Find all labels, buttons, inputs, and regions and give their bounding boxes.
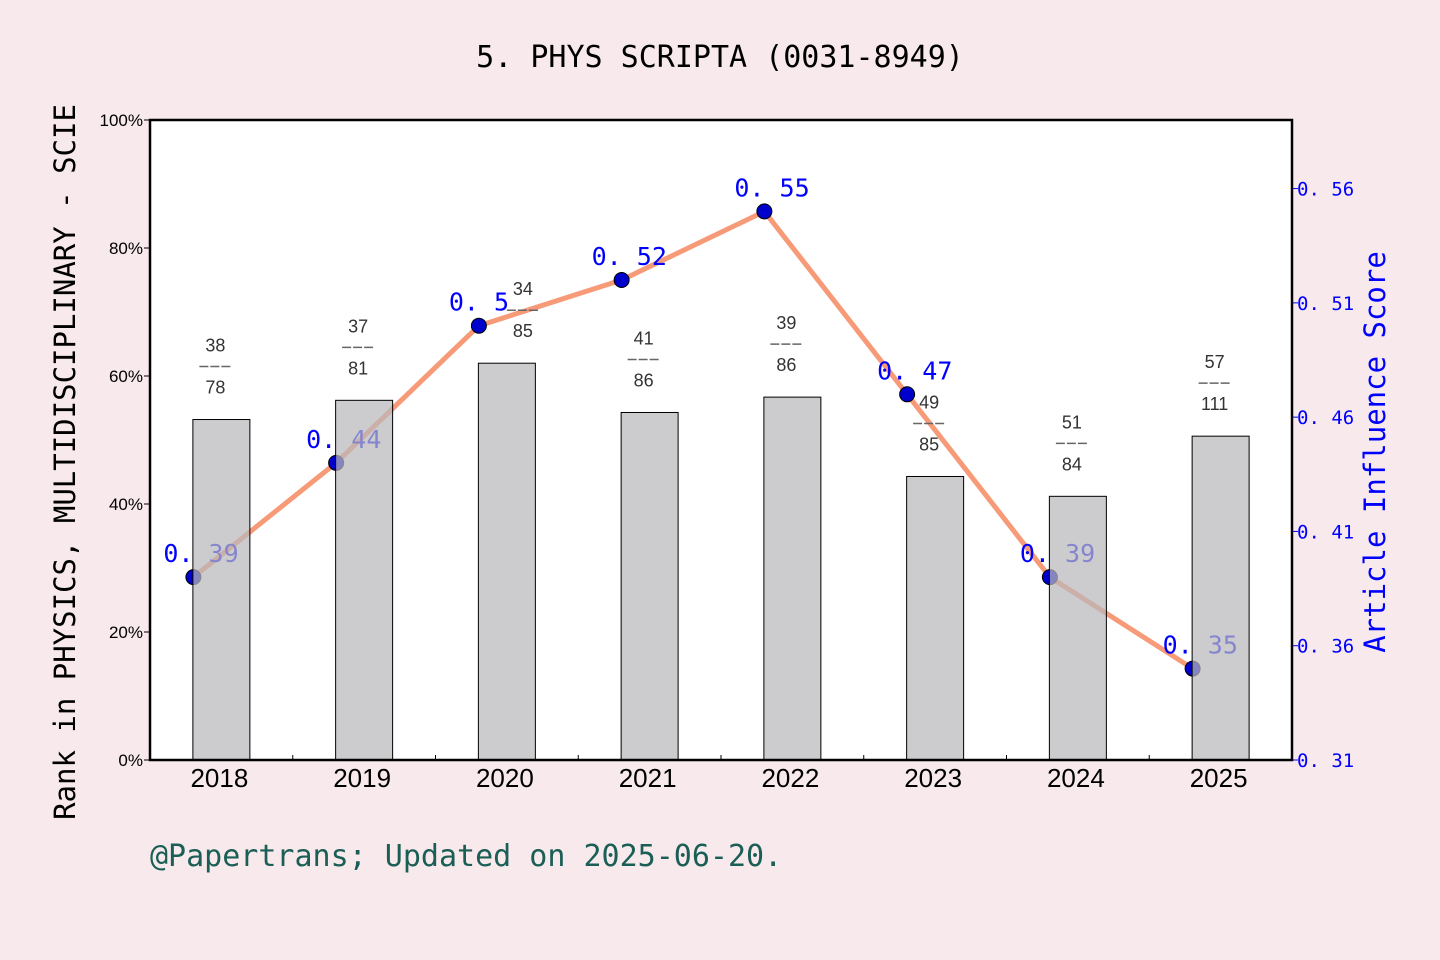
bar-rank-fraction: 51 84 — [1055, 412, 1088, 474]
bar-rank-label: 34 — [513, 279, 533, 299]
bar-rank-label: 51 — [1062, 412, 1082, 432]
axes-frame — [148, 118, 1294, 762]
bar-rank-fraction: 37 81 — [342, 316, 375, 378]
bar-rank-fraction: 39 86 — [770, 313, 803, 375]
x-tick-label: 2021 — [619, 763, 677, 793]
bar-total-label: 78 — [205, 378, 225, 398]
line-value-label: 0. 52 — [592, 242, 667, 271]
bar — [620, 411, 679, 761]
y2-tick-label: 0. 31 — [1297, 750, 1354, 772]
bar-total-label: 85 — [513, 321, 533, 341]
bar-total-label: 86 — [634, 370, 654, 390]
line-point — [613, 272, 630, 288]
line-point — [756, 203, 773, 220]
bar-total-label: 81 — [348, 358, 368, 378]
x-tick-label: 2023 — [904, 763, 962, 793]
footer-credit: @Papertrans; Updated on 2025-06-20. — [150, 839, 782, 874]
bar-rank-label: 39 — [776, 313, 796, 333]
y-tick-label: 80% — [109, 239, 143, 258]
bar-rank-fraction: 38 78 — [199, 336, 232, 398]
bar-rank-label: 49 — [919, 392, 939, 412]
bar-rank-fraction: 49 85 — [913, 392, 946, 454]
bar — [477, 362, 536, 761]
x-tick-label: 2022 — [761, 763, 819, 793]
y2-tick-label: 0. 56 — [1297, 179, 1354, 201]
chart-title: 5. PHYS SCRIPTA (0031-8949) — [476, 40, 964, 75]
y-tick-label: 20% — [109, 623, 143, 642]
bar-rank-fraction: 41 86 — [627, 328, 660, 390]
line-value-label: 0. 47 — [877, 356, 952, 385]
bar-total-label: 84 — [1062, 454, 1082, 474]
x-tick-label: 2020 — [476, 763, 534, 793]
y2-tick-label: 0. 41 — [1297, 521, 1354, 543]
bar — [1048, 495, 1107, 761]
bar-rank-label: 57 — [1205, 352, 1225, 372]
bar — [763, 396, 822, 761]
bar-rank-label: 38 — [205, 336, 225, 356]
x-tick-label: 2018 — [190, 763, 248, 793]
bar-total-label: 111 — [1201, 394, 1228, 414]
bar — [1191, 435, 1250, 761]
bar — [335, 399, 394, 761]
bar-rank-fraction: 57 111 — [1198, 352, 1231, 414]
bar — [906, 475, 965, 761]
y2-axis-label: Article Influence Score — [1358, 251, 1392, 653]
line-value-label: 0. 55 — [734, 173, 809, 202]
line-point — [470, 317, 487, 334]
bar — [192, 419, 251, 761]
y-tick-label: 0% — [118, 751, 143, 770]
bar-rank-label: 41 — [634, 328, 654, 348]
x-tick-label: 2024 — [1047, 763, 1105, 793]
y-tick-label: 40% — [109, 495, 143, 514]
y2-tick-label: 0. 36 — [1297, 636, 1354, 658]
y-tick-label: 100% — [100, 111, 143, 130]
bar-total-label: 86 — [776, 355, 796, 375]
bar-rank-label: 37 — [348, 316, 368, 336]
line-value-label: 0. 5 — [449, 288, 509, 317]
bar-total-label: 85 — [919, 434, 939, 454]
y-axis-label: Rank in PHYSICS, MULTIDISCIPLINARY - SCI… — [48, 104, 82, 820]
y2-tick-label: 0. 51 — [1297, 293, 1354, 315]
bar-rank-fraction: 34 85 — [506, 279, 539, 341]
x-tick-label: 2019 — [333, 763, 391, 793]
line-point — [899, 386, 916, 403]
x-tick-label: 2025 — [1190, 763, 1248, 793]
y-tick-label: 60% — [109, 367, 143, 386]
y2-tick-label: 0. 46 — [1297, 407, 1354, 429]
